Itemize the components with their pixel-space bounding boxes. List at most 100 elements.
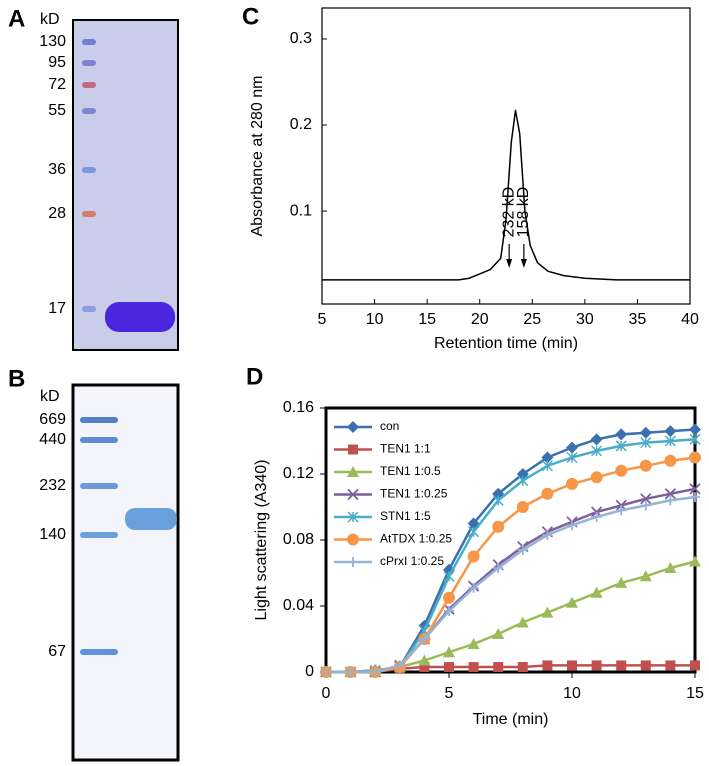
marker [566, 441, 578, 454]
data-line [326, 560, 696, 674]
ladder-band [82, 60, 96, 66]
marker [590, 433, 603, 446]
ladder-band [80, 437, 118, 443]
marker [690, 492, 700, 503]
marker [689, 433, 701, 445]
marker [567, 520, 577, 531]
marker [640, 660, 651, 671]
ladder-band [82, 39, 96, 45]
y-tick-label: 0.2 [290, 116, 312, 133]
ladder-band [82, 167, 96, 173]
marker [615, 440, 627, 452]
ladder-band [82, 82, 96, 88]
marker [639, 459, 652, 472]
ladder-band [80, 483, 118, 489]
marker-label: 55 [48, 102, 66, 119]
marker [468, 662, 479, 673]
legend-label: STN1 1:5 [380, 509, 431, 523]
marker [639, 426, 652, 439]
marker [516, 616, 529, 628]
annotation: 232 kD [500, 187, 517, 238]
ladder-band [82, 306, 96, 312]
ladder-band [82, 108, 96, 114]
marker-label: 72 [48, 76, 66, 93]
marker [591, 660, 602, 671]
ladder-band [82, 211, 96, 217]
marker [541, 606, 554, 618]
marker [665, 495, 676, 506]
plot-frame [321, 7, 691, 305]
x-axis-label: Time (min) [473, 711, 549, 728]
marker [467, 550, 480, 563]
marker [345, 667, 356, 677]
marker [468, 582, 479, 593]
marker [443, 570, 455, 582]
marker [639, 570, 652, 582]
x-tick-label: 20 [471, 311, 489, 328]
marker-label: 130 [39, 33, 66, 50]
x-tick-label: 10 [366, 311, 384, 328]
marker [419, 634, 430, 644]
y-tick-label: 0.08 [283, 531, 314, 548]
marker [664, 488, 677, 500]
marker-label: 440 [39, 431, 66, 448]
marker [541, 460, 553, 472]
marker-label: 36 [48, 161, 66, 178]
y-tick-label: 0.16 [283, 399, 314, 416]
data-line [326, 495, 696, 674]
y-tick-label: 0.3 [290, 30, 312, 47]
marker [665, 660, 676, 671]
marker [689, 423, 701, 436]
legend-marker [347, 533, 359, 546]
marker-label: 67 [48, 643, 66, 660]
marker [640, 493, 652, 505]
legend-marker [347, 421, 359, 433]
y-tick-label: 0.04 [283, 597, 314, 614]
x-tick-label: 15 [686, 685, 704, 702]
marker [444, 662, 454, 673]
marker [689, 451, 701, 464]
marker [591, 511, 602, 522]
marker [443, 646, 455, 658]
marker-label: 28 [48, 205, 66, 222]
ladder-band [80, 532, 118, 538]
panel-label: D [246, 363, 263, 390]
marker [591, 445, 603, 457]
data-line [322, 109, 690, 281]
marker [517, 544, 528, 555]
marker [615, 464, 628, 477]
marker [664, 454, 677, 467]
gel-b [71, 383, 180, 762]
unit-label: kD [40, 11, 60, 28]
marker [590, 586, 603, 598]
marker [664, 562, 677, 574]
x-tick-label: 25 [523, 311, 541, 328]
legend-label: TEN1 1:1 [380, 442, 431, 456]
x-tick-label: 5 [318, 311, 327, 328]
legend-marker [348, 444, 358, 455]
marker [690, 660, 700, 671]
gel-a [72, 19, 179, 351]
ladder-band [80, 417, 118, 423]
x-tick-label: 0 [322, 685, 331, 702]
marker [664, 435, 676, 447]
marker [444, 605, 454, 616]
legend-marker [347, 488, 359, 501]
marker-label: 95 [48, 54, 66, 71]
marker [640, 500, 651, 511]
y-tick-label: 0.1 [290, 202, 312, 219]
marker [689, 555, 701, 567]
x-tick-label: 30 [576, 311, 594, 328]
y-tick-label: 0.12 [283, 465, 314, 482]
marker-label: 232 [39, 477, 66, 494]
marker [566, 596, 578, 608]
marker-label: 669 [39, 411, 66, 428]
marker [640, 437, 652, 449]
marker [467, 637, 480, 649]
marker [493, 662, 504, 673]
marker [492, 520, 505, 533]
legend-label: con [380, 419, 399, 433]
protein-band [125, 508, 177, 530]
protein-band [105, 302, 175, 332]
annotation: 158 kD [515, 187, 532, 238]
